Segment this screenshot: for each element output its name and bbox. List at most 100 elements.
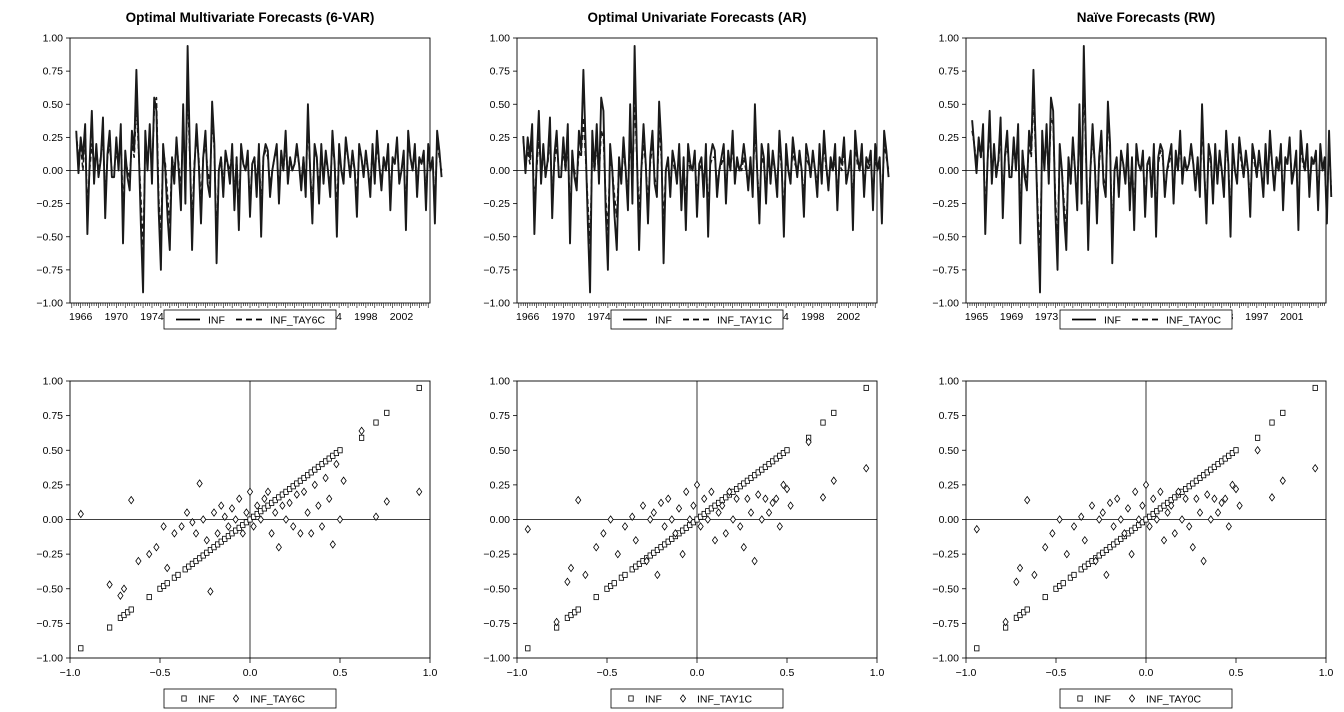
- point-diamond: [1142, 480, 1150, 490]
- point-diamond: [192, 529, 200, 538]
- y-tick-label: −0.75: [483, 618, 510, 630]
- point-diamond: [1002, 617, 1009, 627]
- point-diamond: [747, 508, 755, 517]
- point-diamond: [254, 501, 261, 510]
- point-square: [974, 645, 980, 652]
- point-diamond: [722, 529, 729, 538]
- point-diamond: [593, 542, 600, 552]
- legend-label: INF_TAY1C: [697, 693, 752, 705]
- point-diamond: [683, 487, 690, 497]
- chart-title: Naïve Forecasts (RW): [1077, 10, 1216, 25]
- y-tick-label: −0.25: [483, 198, 510, 210]
- point-diamond: [243, 508, 250, 517]
- point-diamond: [358, 426, 365, 436]
- point-diamond: [1088, 501, 1096, 510]
- y-tick-label: −1.00: [36, 653, 63, 665]
- point-diamond: [1070, 522, 1078, 531]
- y-tick-label: 0.75: [43, 66, 64, 78]
- point-diamond: [1139, 501, 1146, 510]
- point-square: [1269, 419, 1275, 426]
- series-line-inf: [971, 45, 1333, 294]
- point-diamond: [697, 522, 704, 531]
- point-diamond: [1013, 577, 1020, 587]
- y-tick-label: 1.00: [939, 376, 960, 388]
- scatter-chart-1: 1.000.750.500.250.00−0.25−0.50−0.75−1.00…: [36, 376, 437, 709]
- point-square: [416, 384, 422, 391]
- point-diamond: [1031, 570, 1038, 580]
- point-diamond: [210, 508, 218, 517]
- point-diamond: [1218, 498, 1225, 508]
- point-diamond: [863, 463, 870, 473]
- point-diamond: [1207, 515, 1214, 524]
- point-diamond: [1063, 549, 1070, 559]
- point-diamond: [675, 504, 683, 513]
- point-diamond: [1024, 495, 1031, 505]
- point-diamond: [1254, 445, 1261, 455]
- y-tick-label: 0.25: [490, 132, 511, 144]
- point-square: [128, 606, 134, 613]
- point-diamond: [567, 563, 575, 573]
- point-diamond: [1081, 535, 1088, 545]
- legend-diamond-marker: [679, 694, 687, 703]
- point-diamond: [665, 494, 672, 504]
- point-diamond: [1106, 498, 1114, 508]
- point-square: [525, 645, 531, 652]
- y-tick-label: −1.00: [932, 653, 959, 665]
- line-chart-2: Optimal Univariate Forecasts (AR) 1.00 0.7…: [483, 10, 890, 330]
- point-diamond: [686, 515, 693, 524]
- point-diamond: [1160, 535, 1168, 545]
- point-diamond: [218, 501, 225, 510]
- x-tick-label: −0.5: [150, 667, 171, 679]
- point-diamond: [726, 487, 733, 497]
- point-diamond: [780, 480, 787, 490]
- point-diamond: [657, 498, 665, 508]
- point-diamond: [333, 459, 340, 469]
- point-diamond: [744, 494, 751, 504]
- point-diamond: [1096, 515, 1103, 524]
- point-square: [575, 606, 581, 613]
- x-tick-label: 1970: [552, 311, 576, 323]
- point-diamond: [1196, 508, 1204, 517]
- point-diamond: [1211, 494, 1218, 504]
- point-diamond: [1200, 556, 1207, 566]
- point-diamond: [643, 556, 650, 566]
- y-tick-label: 0.50: [939, 445, 960, 457]
- point-diamond: [286, 498, 293, 508]
- legend-box: [1059, 688, 1233, 709]
- point-diamond: [751, 556, 758, 566]
- y-tick-label: −0.25: [932, 549, 959, 561]
- y-tick-label: −0.25: [36, 198, 63, 210]
- point-diamond: [719, 501, 726, 510]
- point-square: [611, 580, 617, 587]
- point-diamond: [214, 529, 221, 538]
- point-diamond: [336, 515, 344, 524]
- x-tick-label: 1973: [1035, 311, 1059, 323]
- point-square: [107, 624, 113, 631]
- point-diamond: [776, 522, 783, 531]
- point-diamond: [225, 522, 232, 531]
- x-tick-label: −0.5: [597, 667, 618, 679]
- y-tick-label: −0.75: [36, 264, 63, 276]
- point-diamond: [733, 494, 740, 504]
- point-square: [358, 434, 365, 441]
- y-tick-label: 0.25: [939, 132, 960, 144]
- y-tick-label: 0.75: [490, 410, 511, 422]
- point-diamond: [200, 515, 207, 524]
- x-tick-label: 1974: [140, 311, 164, 323]
- point-diamond: [1110, 522, 1117, 531]
- point-diamond: [128, 495, 135, 505]
- legend-diamond-marker: [1128, 694, 1136, 703]
- point-diamond: [1189, 542, 1196, 552]
- point-square: [784, 447, 790, 454]
- point-diamond: [120, 584, 128, 594]
- point-diamond: [268, 529, 275, 538]
- x-tick-label: 0.0: [243, 667, 258, 679]
- legend-square-marker: [1077, 695, 1083, 702]
- point-diamond: [228, 504, 236, 513]
- y-tick-label: 0.75: [43, 410, 64, 422]
- point-diamond: [1182, 494, 1189, 504]
- point-diamond: [1078, 512, 1085, 522]
- y-tick-label: 1.00: [43, 33, 64, 45]
- scatter-chart-2: 1.000.750.500.250.00−0.25−0.50−0.75−1.00…: [483, 376, 884, 709]
